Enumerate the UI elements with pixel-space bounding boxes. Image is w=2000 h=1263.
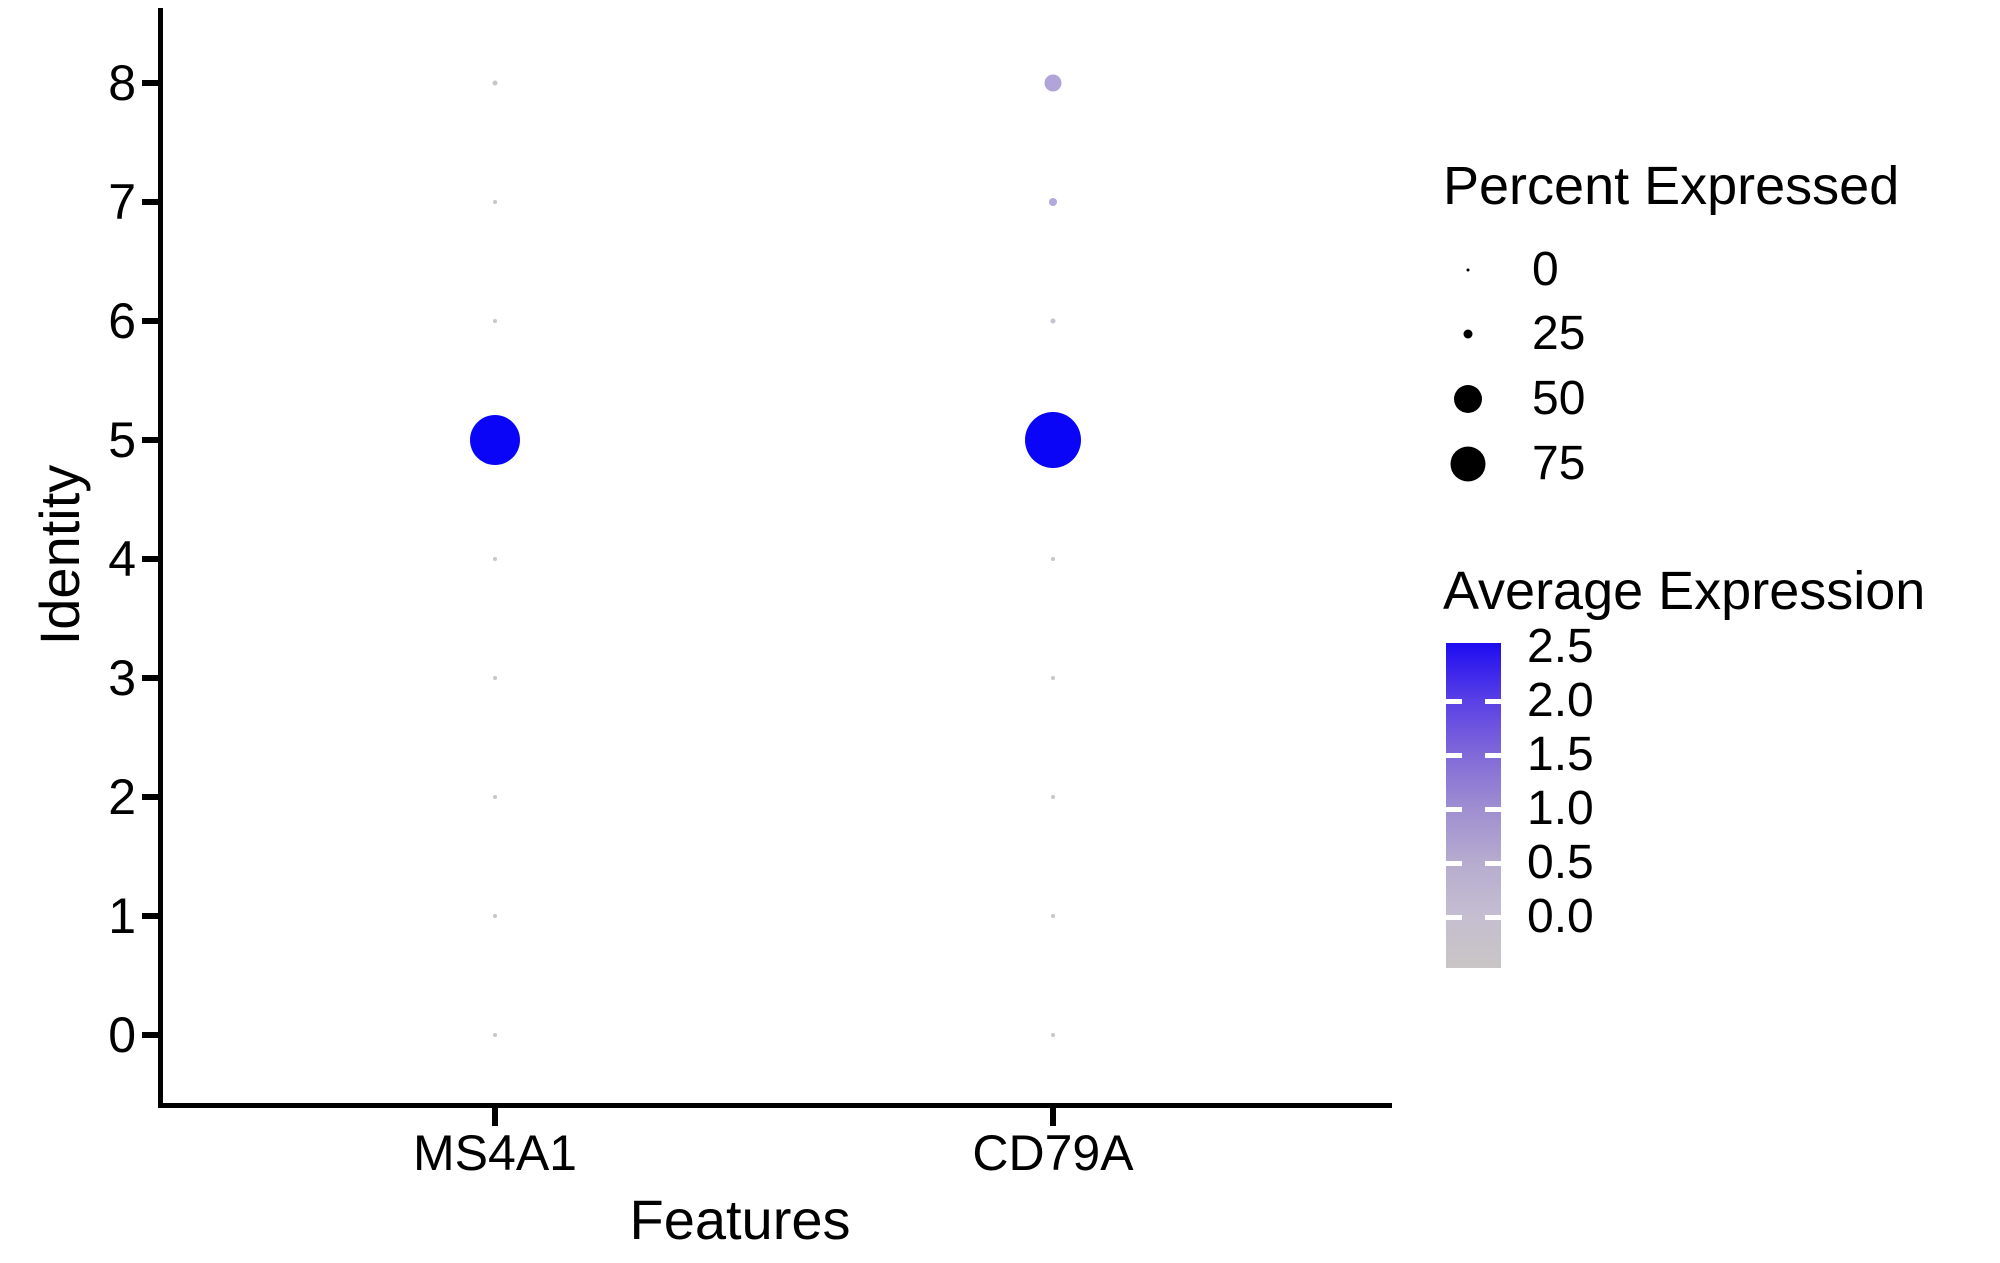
x-tick-label: CD79A	[972, 1125, 1134, 1181]
x-axis-title: Features	[629, 1188, 851, 1251]
y-tick	[142, 318, 160, 324]
percent-legend-dot	[1463, 329, 1473, 339]
y-axis-title: Identity	[28, 464, 91, 646]
colorbar-tick-label: 1.5	[1527, 728, 1594, 781]
x-tick-label: MS4A1	[413, 1125, 577, 1181]
y-tick-label: 3	[108, 650, 136, 706]
percent-legend-label: 0	[1532, 243, 1559, 296]
y-tick-label: 5	[108, 412, 136, 468]
y-tick	[142, 675, 160, 681]
colorbar-tick-dash	[1485, 915, 1501, 920]
dot-plot-point	[493, 676, 497, 680]
y-tick	[142, 794, 160, 800]
dot-plot-point	[1049, 198, 1057, 206]
colorbar-tick-dash	[1446, 699, 1462, 704]
x-axis-line	[158, 1103, 1392, 1108]
percent-legend-label: 50	[1532, 372, 1586, 425]
colorbar-tick-dash	[1446, 861, 1462, 866]
colorbar-tick-dash	[1446, 807, 1462, 812]
dot-plot-point	[1051, 914, 1055, 918]
dot-plot-point	[493, 795, 497, 799]
expression-colorbar	[1446, 643, 1501, 968]
colorbar-tick-dash	[1485, 753, 1501, 758]
y-tick-label: 0	[108, 1007, 136, 1063]
percent-legend-label: 75	[1532, 437, 1586, 490]
percent-legend-dot	[1454, 385, 1482, 413]
dot-plot-point	[493, 914, 497, 918]
average-expression-legend-title: Average Expression	[1443, 561, 1926, 621]
y-tick	[142, 556, 160, 562]
dot-plot-point	[1050, 318, 1056, 324]
colorbar-tick-dash	[1446, 753, 1462, 758]
dot-plot-point	[1051, 557, 1055, 561]
dot-plot-point	[493, 1033, 497, 1037]
colorbar-tick-dash	[1446, 915, 1462, 920]
dot-plot-point	[1044, 74, 1062, 92]
y-tick	[142, 1032, 160, 1038]
y-tick-label: 2	[108, 769, 136, 825]
colorbar-tick-label: 2.0	[1527, 674, 1594, 727]
colorbar-tick-dash	[1485, 807, 1501, 812]
y-tick-label: 4	[108, 531, 136, 587]
x-tick	[492, 1106, 498, 1126]
percent-legend-label: 25	[1532, 307, 1586, 360]
dot-plot-point	[1051, 795, 1055, 799]
dot-plot-point	[470, 415, 520, 465]
percent-legend-dot	[1450, 446, 1486, 482]
dot-plot-point	[493, 200, 497, 204]
y-tick-label: 7	[108, 174, 136, 230]
y-axis-line	[158, 8, 163, 1108]
colorbar-tick-dash	[1485, 699, 1501, 704]
y-tick-label: 6	[108, 293, 136, 349]
dot-plot-point	[493, 319, 497, 323]
dot-plot-point	[493, 557, 497, 561]
x-tick	[1050, 1106, 1056, 1126]
colorbar-tick-label: 2.5	[1527, 620, 1594, 673]
dot-plot-point	[492, 80, 498, 86]
dot-plot-point	[1051, 676, 1055, 680]
dot-plot-point	[1051, 1033, 1055, 1037]
colorbar-tick-label: 0.5	[1527, 836, 1594, 889]
y-tick	[142, 80, 160, 86]
dot-plot-point	[1025, 412, 1081, 468]
y-tick	[142, 437, 160, 443]
colorbar-tick-dash	[1485, 861, 1501, 866]
percent-legend-dot	[1466, 268, 1470, 272]
y-tick	[142, 199, 160, 205]
y-tick-label: 1	[108, 888, 136, 944]
colorbar-tick-label: 0.0	[1527, 890, 1594, 943]
y-tick-label: 8	[108, 55, 136, 111]
colorbar-tick-label: 1.0	[1527, 782, 1594, 835]
percent-expressed-legend-title: Percent Expressed	[1443, 156, 1900, 216]
y-tick	[142, 913, 160, 919]
